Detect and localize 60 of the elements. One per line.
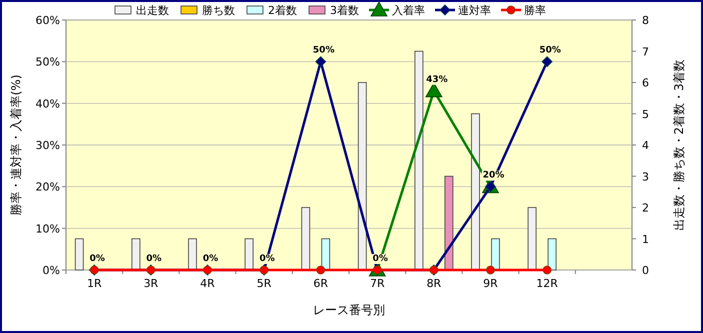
point [316, 266, 326, 274]
x-tick-label: 9R [483, 277, 498, 290]
y2-tick-label: 7 [642, 45, 649, 58]
y-tick-label: 0% [42, 264, 60, 277]
annotation: 0% [90, 254, 105, 264]
x-tick-label: 7R [370, 277, 385, 290]
annotation: 0% [202, 254, 218, 264]
annotation: 0% [259, 254, 275, 264]
x-axis-title: レース番号別 [313, 303, 385, 317]
y2-tick-label: 8 [642, 14, 649, 27]
annotation: 50% [539, 46, 561, 56]
bar [491, 238, 500, 270]
bar [188, 238, 197, 270]
legend-label: 2着数 [268, 4, 297, 17]
bar [358, 82, 367, 270]
x-tick-label: 5R [256, 277, 272, 290]
y-axis-title: 勝率・連対率・入着率(%) [9, 74, 23, 216]
y-tick-label: 30% [36, 139, 60, 152]
y2-tick-label: 4 [642, 139, 649, 152]
x-tick-label: 4R [200, 277, 216, 290]
annotation: 0% [146, 254, 162, 264]
x-tick-label: 6R [313, 277, 328, 290]
bar [471, 113, 480, 270]
legend-label: 出走数 [136, 4, 169, 17]
y2-tick-label: 5 [642, 108, 649, 121]
y-tick-label: 40% [36, 97, 60, 110]
point [542, 56, 552, 68]
y2-tick-label: 0 [642, 264, 649, 277]
bar [301, 207, 310, 270]
annotation: 0% [372, 254, 388, 264]
x-tick-label: 3R [144, 277, 159, 290]
x-tick-label: 12R [536, 277, 558, 290]
y-tick-label: 60% [36, 14, 60, 27]
bar [244, 238, 254, 270]
bar [548, 238, 556, 270]
legend-label: 3着数 [330, 4, 359, 17]
point [315, 56, 326, 68]
annotation: 43% [426, 74, 448, 85]
y2-tick-label: 3 [642, 170, 649, 184]
y-tick-label: 50% [36, 56, 60, 69]
legend-label: 勝ち数 [202, 4, 235, 17]
legend-label: 連対率 [458, 4, 491, 17]
y2-tick-label: 1 [642, 232, 649, 246]
y2-tick-label: 6 [642, 76, 649, 90]
bar [528, 207, 536, 270]
point [542, 266, 552, 274]
x-tick-label: 1R [86, 277, 102, 290]
y-tick-label: 20% [36, 180, 60, 194]
bar [132, 238, 140, 270]
legend-label: 勝率 [524, 4, 546, 17]
x-tick-label: 8R [426, 277, 442, 290]
point [486, 266, 495, 274]
bar [414, 50, 424, 270]
bar [74, 238, 84, 270]
annotation: 50% [312, 46, 334, 56]
y-tick-label: 10% [36, 222, 60, 236]
y2-axis-title: 出走数・勝ち数・2着数・3着数 [672, 59, 686, 231]
annotation: 20% [482, 170, 504, 181]
legend-label: 入着率 [392, 4, 425, 17]
y2-tick-label: 2 [642, 202, 649, 214]
